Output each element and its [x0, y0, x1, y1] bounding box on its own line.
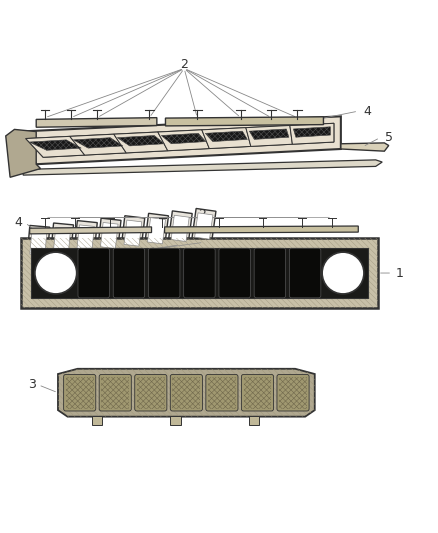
Polygon shape	[194, 213, 213, 239]
FancyBboxPatch shape	[99, 375, 131, 411]
Polygon shape	[168, 211, 192, 246]
Polygon shape	[30, 227, 152, 234]
FancyBboxPatch shape	[170, 375, 202, 411]
Text: 4: 4	[363, 104, 371, 118]
Polygon shape	[77, 225, 94, 251]
FancyBboxPatch shape	[135, 375, 167, 411]
Polygon shape	[161, 133, 206, 144]
Polygon shape	[249, 129, 289, 140]
Bar	[249, 416, 259, 425]
Text: 3: 3	[28, 378, 36, 391]
Circle shape	[35, 252, 77, 294]
Polygon shape	[6, 130, 41, 177]
Polygon shape	[30, 230, 47, 255]
Polygon shape	[205, 131, 247, 142]
Polygon shape	[246, 125, 293, 147]
FancyBboxPatch shape	[113, 248, 145, 298]
FancyBboxPatch shape	[219, 248, 251, 298]
Polygon shape	[148, 217, 166, 244]
Bar	[92, 416, 102, 425]
Polygon shape	[124, 220, 142, 246]
Polygon shape	[29, 140, 81, 150]
Polygon shape	[31, 248, 368, 298]
Polygon shape	[293, 127, 330, 137]
Text: 6: 6	[137, 248, 145, 261]
FancyBboxPatch shape	[148, 248, 180, 298]
FancyBboxPatch shape	[78, 248, 110, 298]
Polygon shape	[145, 213, 169, 248]
Polygon shape	[165, 226, 358, 233]
Polygon shape	[74, 221, 97, 255]
Polygon shape	[26, 123, 334, 157]
Polygon shape	[191, 208, 216, 244]
FancyBboxPatch shape	[277, 375, 309, 411]
Polygon shape	[73, 138, 123, 148]
Bar	[170, 416, 181, 425]
Polygon shape	[114, 132, 168, 153]
Text: 1: 1	[396, 266, 403, 279]
Polygon shape	[50, 223, 74, 257]
Polygon shape	[19, 116, 341, 164]
Text: 2: 2	[198, 208, 205, 221]
Polygon shape	[27, 225, 50, 260]
Polygon shape	[117, 135, 164, 146]
Polygon shape	[98, 218, 121, 253]
Polygon shape	[36, 118, 157, 127]
Text: 2: 2	[180, 58, 188, 70]
Polygon shape	[21, 238, 378, 308]
Polygon shape	[121, 216, 145, 251]
Polygon shape	[202, 128, 251, 149]
FancyBboxPatch shape	[184, 248, 215, 298]
Polygon shape	[171, 215, 189, 241]
Circle shape	[322, 252, 364, 294]
Polygon shape	[53, 227, 71, 253]
FancyBboxPatch shape	[206, 375, 238, 411]
Text: 4: 4	[15, 216, 23, 229]
FancyBboxPatch shape	[254, 248, 286, 298]
FancyBboxPatch shape	[290, 248, 321, 298]
FancyBboxPatch shape	[64, 375, 96, 411]
Polygon shape	[70, 134, 126, 155]
Polygon shape	[26, 136, 85, 157]
Polygon shape	[158, 130, 209, 151]
Polygon shape	[290, 123, 334, 144]
Polygon shape	[23, 160, 382, 175]
Polygon shape	[341, 143, 389, 151]
Polygon shape	[100, 222, 118, 248]
Text: 5: 5	[385, 131, 393, 144]
Polygon shape	[166, 117, 323, 126]
FancyBboxPatch shape	[241, 375, 274, 411]
Polygon shape	[58, 369, 315, 417]
